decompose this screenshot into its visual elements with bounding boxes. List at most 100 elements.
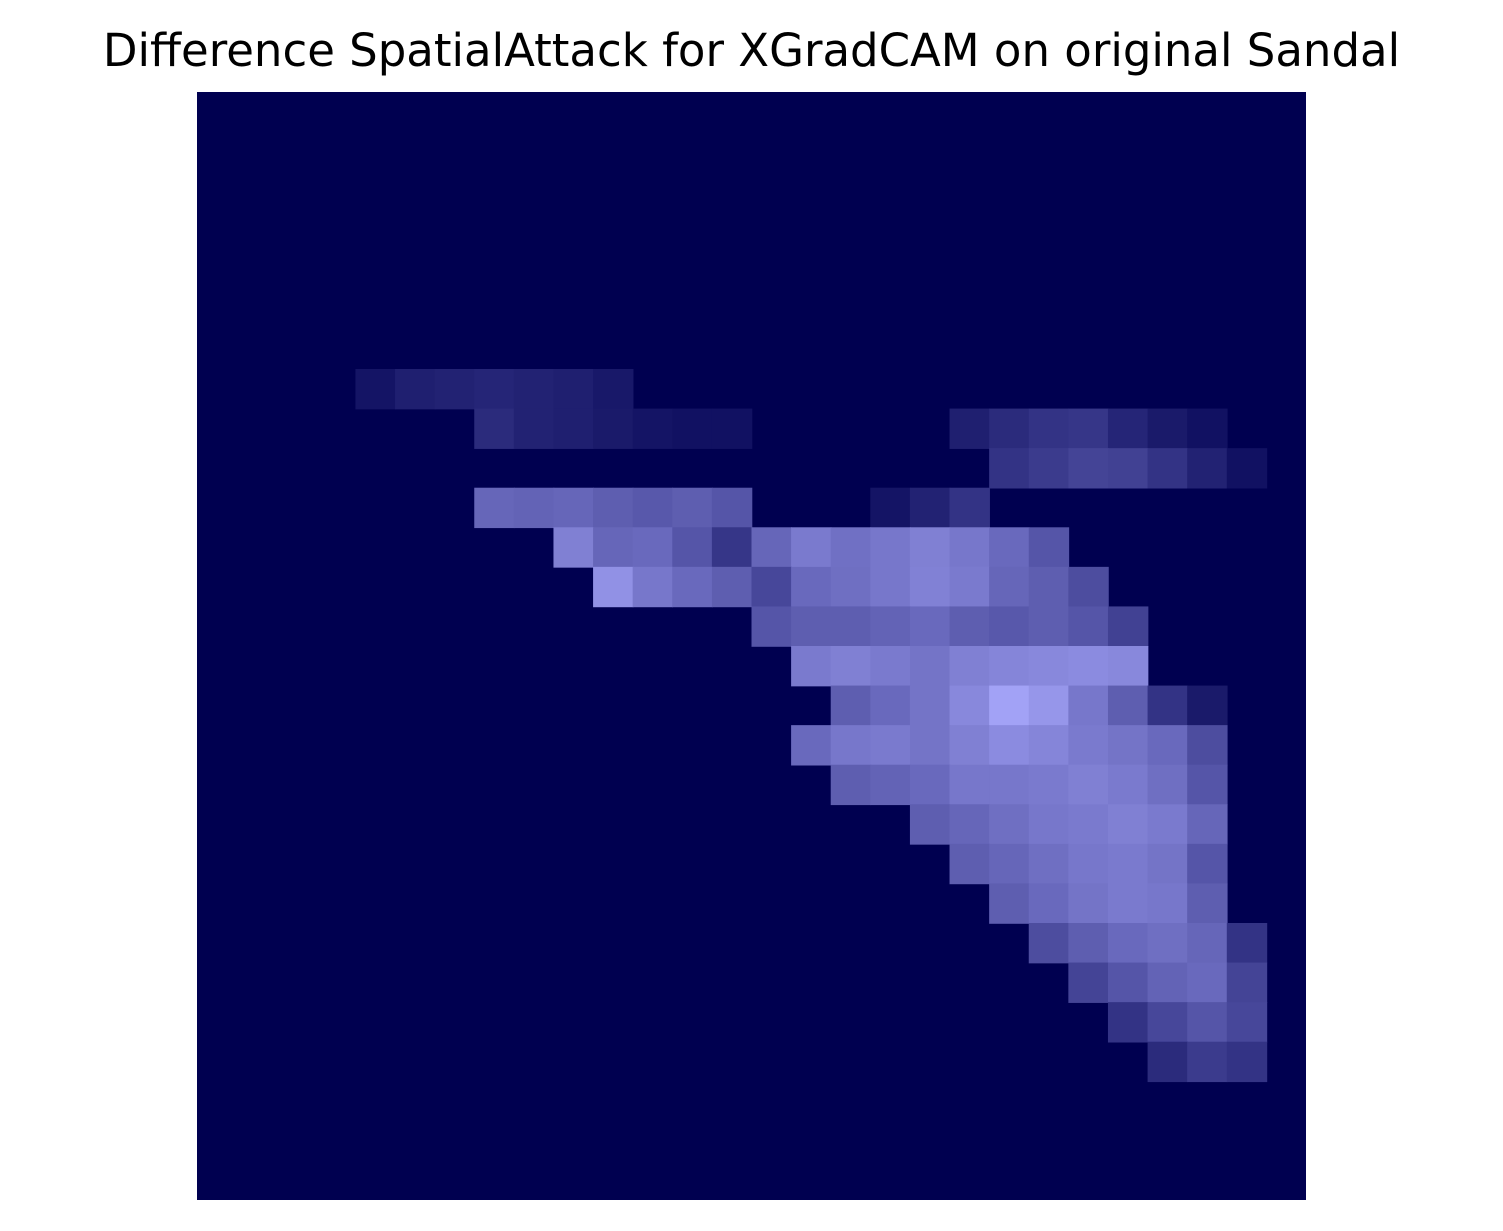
heatmap-cell	[1068, 409, 1108, 449]
heatmap-cell	[1187, 963, 1227, 1003]
heatmap-cell	[1068, 804, 1108, 844]
heatmap-cell	[831, 567, 871, 607]
heatmap-cell	[593, 369, 633, 409]
heatmap-cell	[593, 527, 633, 567]
heatmap-cell	[950, 409, 990, 449]
heatmap-cell	[514, 409, 554, 449]
heatmap-cell	[1068, 725, 1108, 765]
heatmap-cell	[1148, 883, 1188, 923]
heatmap-cell	[1029, 409, 1069, 449]
heatmap-cell	[1187, 765, 1227, 805]
heatmap-cell	[1029, 567, 1069, 607]
heatmap-cell	[910, 725, 950, 765]
heatmap-cell	[1029, 527, 1069, 567]
heatmap-cell	[950, 606, 990, 646]
heatmap-cell	[435, 369, 475, 409]
heatmap-cell	[1108, 883, 1148, 923]
heatmap-cell	[831, 606, 871, 646]
heatmap-cell	[752, 527, 792, 567]
heatmap-cell	[950, 686, 990, 726]
heatmap-cell	[1148, 1002, 1188, 1042]
heatmap-cell	[950, 646, 990, 686]
heatmap-cell	[1227, 923, 1267, 963]
heatmap-cell	[1148, 686, 1188, 726]
heatmap-cell	[752, 606, 792, 646]
heatmap-cell	[1108, 606, 1148, 646]
heatmap-cell	[910, 646, 950, 686]
heatmap-cell	[831, 646, 871, 686]
heatmap-cell	[910, 804, 950, 844]
heatmap-cell	[1068, 686, 1108, 726]
heatmap-cell	[1148, 725, 1188, 765]
heatmap-cell	[712, 567, 752, 607]
heatmap-cell	[1068, 606, 1108, 646]
heatmap-cell	[870, 686, 910, 726]
heatmap-cell	[1148, 963, 1188, 1003]
heatmap-svg	[197, 92, 1306, 1200]
heatmap-cell	[1068, 923, 1108, 963]
heatmap-cell	[1227, 448, 1267, 488]
heatmap-cell	[870, 725, 910, 765]
heatmap-cell	[1029, 923, 1069, 963]
heatmap-cell	[593, 567, 633, 607]
heatmap-cell	[1108, 448, 1148, 488]
heatmap-image	[197, 92, 1306, 1200]
heatmap-cell	[989, 448, 1029, 488]
heatmap-cell	[1108, 646, 1148, 686]
heatmap-cell	[831, 686, 871, 726]
heatmap-cell	[791, 527, 831, 567]
heatmap-cell	[1187, 725, 1227, 765]
heatmap-cell	[1148, 1042, 1188, 1082]
heatmap-cell	[395, 369, 435, 409]
heatmap-cell	[1068, 963, 1108, 1003]
heatmap-cell	[870, 646, 910, 686]
heatmap-cell	[474, 369, 514, 409]
heatmap-cell	[791, 606, 831, 646]
heatmap-cell	[989, 844, 1029, 884]
heatmap-cell	[831, 765, 871, 805]
heatmap-cell	[1029, 686, 1069, 726]
heatmap-cell	[870, 488, 910, 528]
heatmap-cell	[989, 686, 1029, 726]
heatmap-cell	[989, 725, 1029, 765]
heatmap-cell	[672, 527, 712, 567]
heatmap-cell	[831, 527, 871, 567]
heatmap-cell	[989, 567, 1029, 607]
heatmap-cell	[1227, 1042, 1267, 1082]
heatmap-cell	[1148, 844, 1188, 884]
heatmap-cell	[1227, 963, 1267, 1003]
heatmap-cell	[950, 527, 990, 567]
heatmap-cell	[514, 488, 554, 528]
heatmap-cell	[633, 488, 673, 528]
heatmap-cell	[1148, 409, 1188, 449]
heatmap-cell	[910, 686, 950, 726]
heatmap-cell	[1068, 567, 1108, 607]
heatmap-cell	[910, 567, 950, 607]
heatmap-cell	[1108, 686, 1148, 726]
heatmap-cell	[989, 606, 1029, 646]
heatmap-cell	[1148, 448, 1188, 488]
heatmap-cell	[791, 725, 831, 765]
heatmap-cell	[950, 725, 990, 765]
heatmap-cell	[1068, 765, 1108, 805]
heatmap-cell	[1108, 963, 1148, 1003]
heatmap-cell	[1029, 804, 1069, 844]
heatmap-cell	[1187, 686, 1227, 726]
heatmap-cell	[989, 804, 1029, 844]
heatmap-cell	[553, 527, 593, 567]
heatmap-cell	[989, 646, 1029, 686]
heatmap-cell	[870, 606, 910, 646]
heatmap-cell	[1029, 844, 1069, 884]
heatmap-cell	[1108, 1002, 1148, 1042]
heatmap-cell	[1029, 883, 1069, 923]
heatmap-cell	[1029, 646, 1069, 686]
heatmap-cell	[1187, 844, 1227, 884]
heatmap-cell	[950, 765, 990, 805]
heatmap-cell	[950, 804, 990, 844]
heatmap-cell	[1187, 409, 1227, 449]
heatmap-cell	[1187, 883, 1227, 923]
heatmap-cell	[672, 488, 712, 528]
heatmap-cell	[752, 567, 792, 607]
heatmap-cell	[989, 883, 1029, 923]
heatmap-cell	[1148, 923, 1188, 963]
